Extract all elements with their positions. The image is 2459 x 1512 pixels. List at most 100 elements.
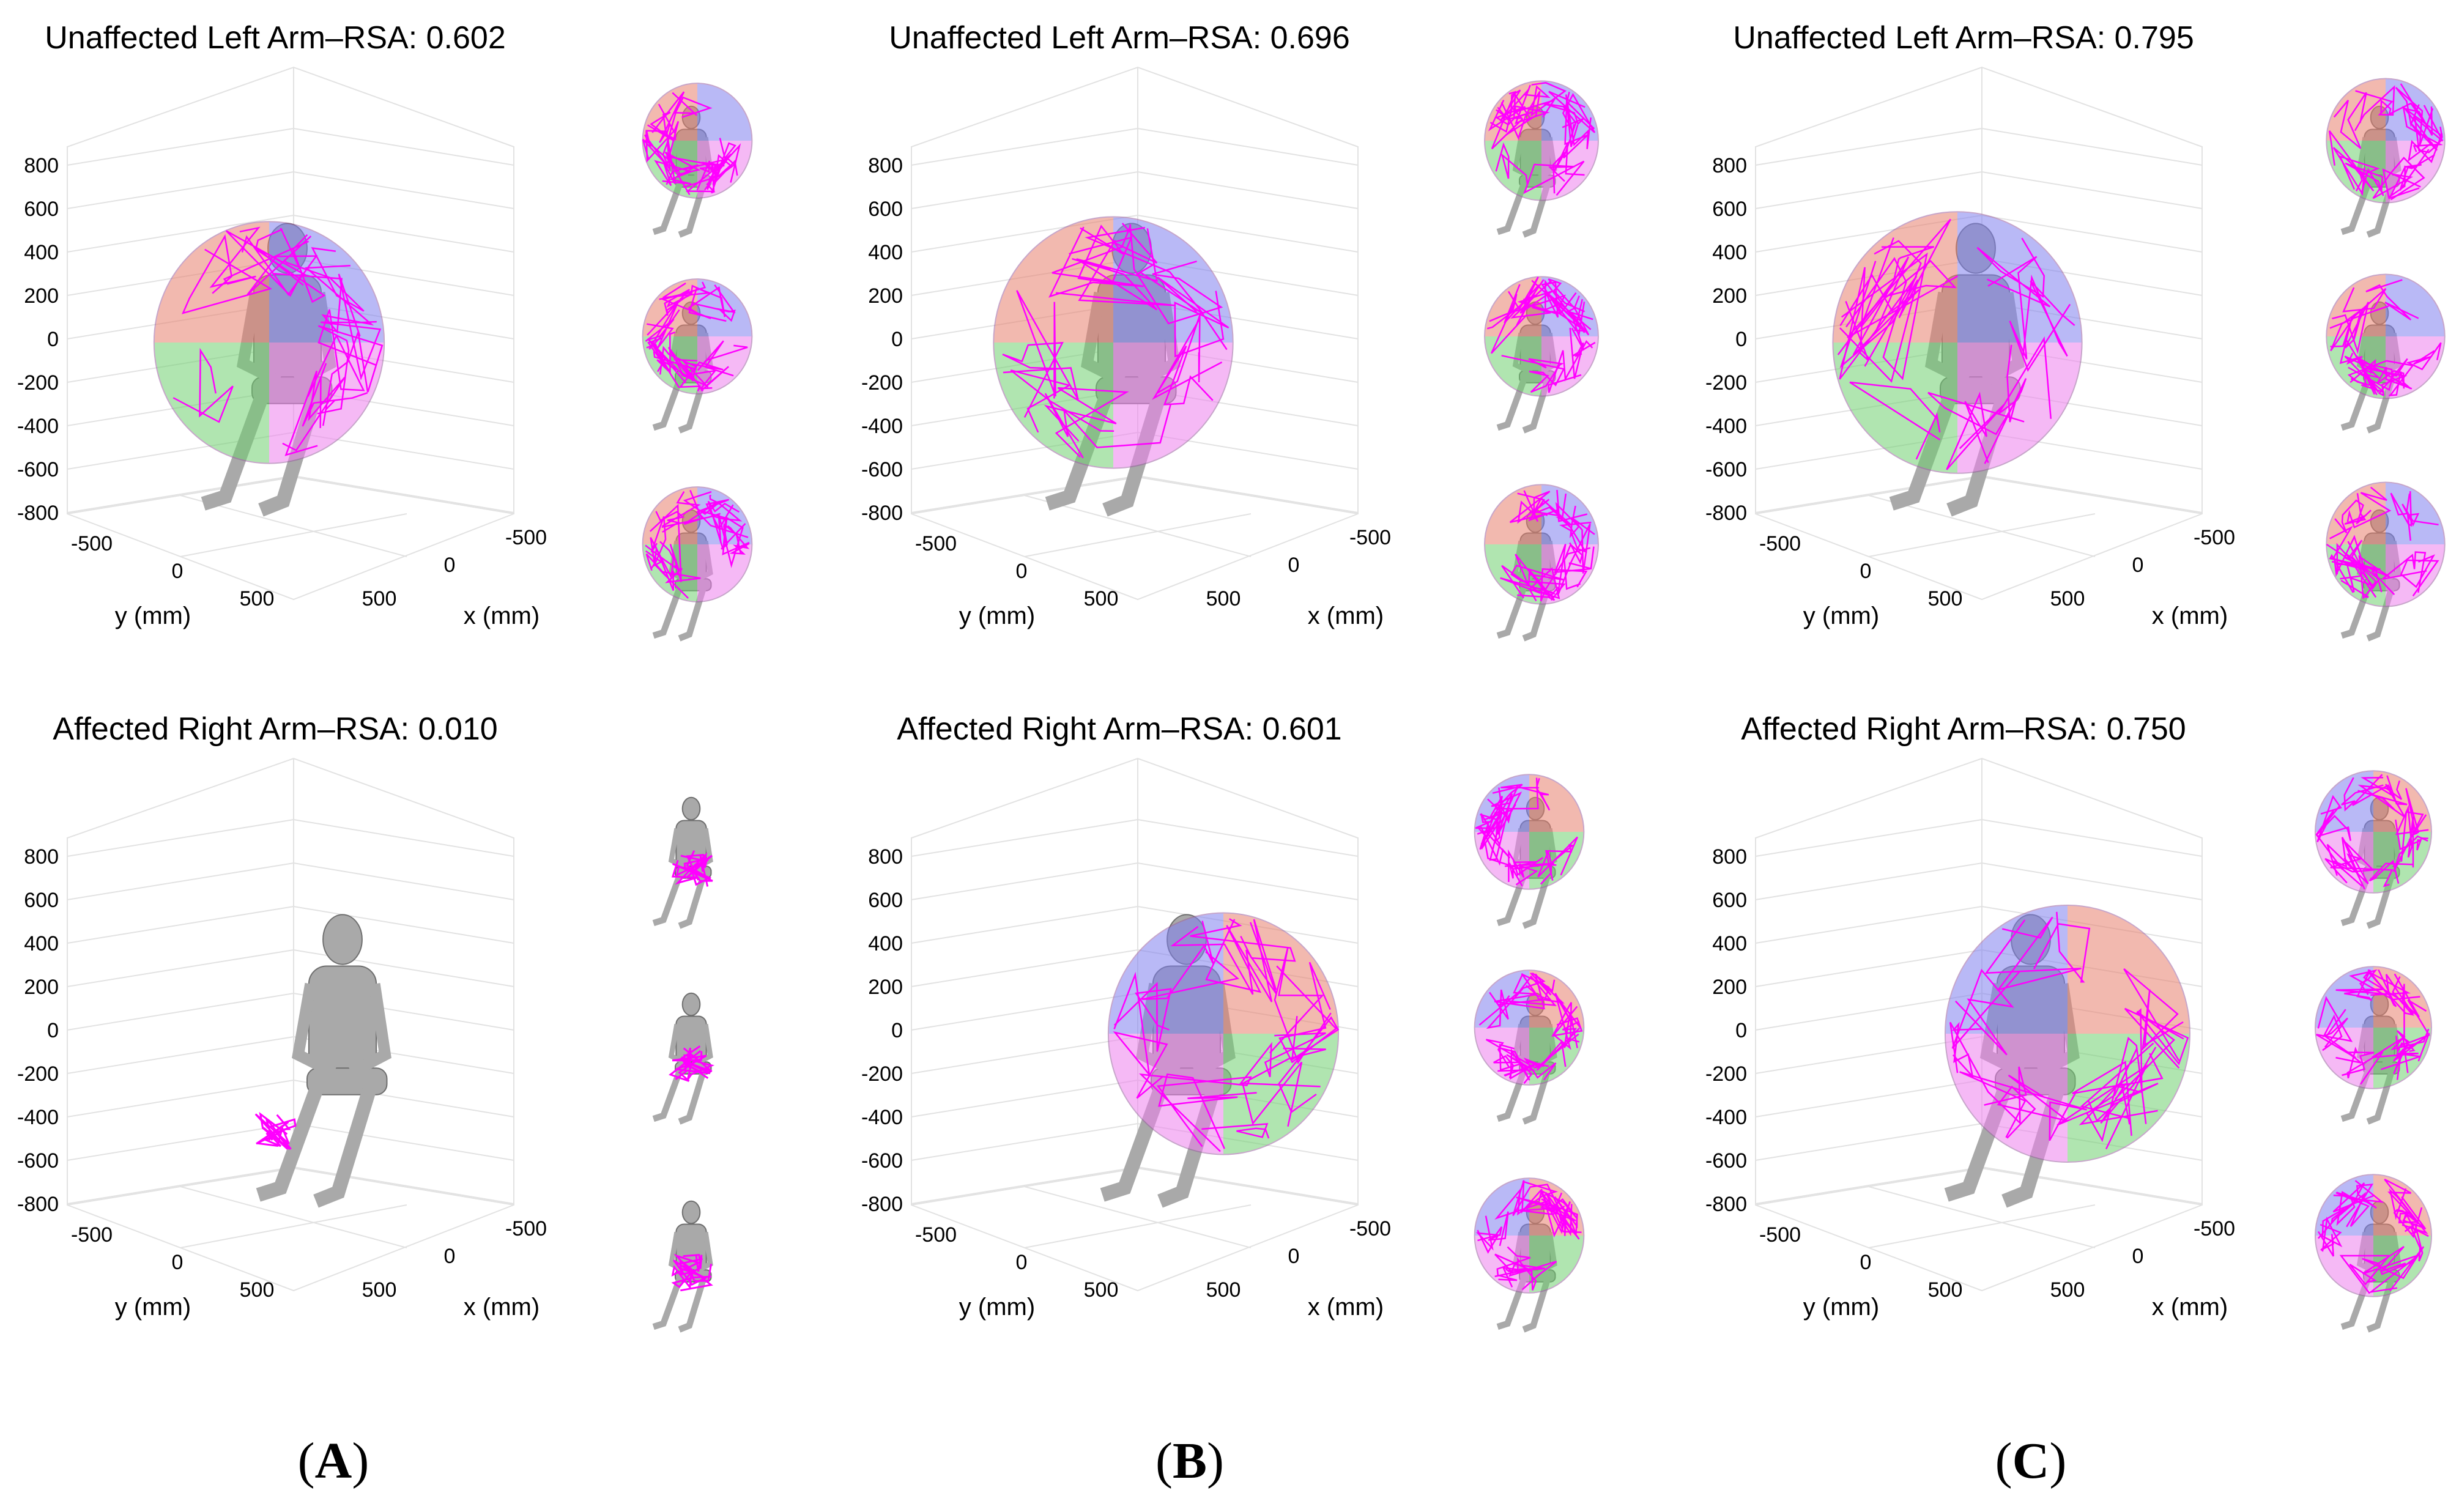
quadrant-blue-wedge: [2315, 966, 2373, 1028]
inset-side-view: [1474, 1177, 1585, 1333]
quadrant-green-wedge: [1223, 1034, 1339, 1155]
z-tick-label: 200: [24, 284, 59, 308]
quadrant-magenta-wedge: [1945, 1034, 2068, 1162]
quadrant-red-wedge: [2068, 905, 2190, 1034]
trajectory-lines: [1488, 82, 1596, 196]
z-tick-label: -200: [1705, 1062, 1747, 1086]
inset-front-view: [2315, 770, 2432, 929]
trajectory-lines: [1475, 777, 1578, 887]
z-tick-label: -200: [17, 1062, 59, 1086]
panel-C-top: Unaffected Left Arm–RSA: 0.795 800 600 400 2…: [1688, 12, 2459, 697]
column-label: (C): [1847, 1431, 2214, 1491]
x-tick-label: 500: [362, 1278, 397, 1302]
trajectory-lines: [1113, 918, 1340, 1152]
x-tick-label: 500: [2050, 587, 2085, 610]
quadrant-magenta-wedge: [1108, 1034, 1223, 1155]
z-tick-label: 800: [24, 154, 59, 177]
paren-close: ): [2049, 1432, 2067, 1489]
inset-front-view: [652, 796, 713, 929]
y-tick-label: 0: [172, 1251, 184, 1274]
trajectory-lines: [1478, 972, 1583, 1084]
z-tick-label: -600: [17, 458, 59, 481]
trajectory-lines: [172, 226, 384, 456]
y-tick-label: -500: [71, 1223, 113, 1247]
y-tick-label: -500: [915, 1223, 957, 1247]
paren-open: (: [1995, 1432, 2012, 1489]
inset-top-view: [652, 992, 715, 1125]
z-tick-label: 600: [24, 198, 59, 221]
plot-3d: 800 600 400 200 0 -200 -400 -600 -800 -500 0 500 -50…: [17, 66, 753, 642]
y-tick-label: 500: [1928, 587, 1963, 610]
inset-top-view: [642, 278, 753, 434]
workspace-sphere: [1474, 1177, 1585, 1294]
quadrant-green-wedge: [1529, 1236, 1584, 1293]
x-tick-label: 0: [2132, 554, 2144, 577]
inset-front-view: [1474, 774, 1585, 929]
quadrant-green-wedge: [154, 343, 269, 464]
main-view: [1100, 912, 1340, 1208]
z-tick-label: -400: [1705, 415, 1747, 438]
x-tick-label: 500: [362, 587, 397, 610]
y-tick-label: 0: [172, 560, 184, 583]
z-tick-label: 0: [47, 328, 59, 351]
quadrant-blue-wedge: [1541, 276, 1598, 336]
z-tick-label: -800: [17, 502, 59, 525]
mannequin: [256, 914, 391, 1208]
quadrant-red-wedge: [993, 217, 1113, 343]
quadrant-blue-wedge: [269, 221, 385, 343]
inset-side-view: [2315, 1174, 2432, 1333]
z-tick-label: -600: [17, 1149, 59, 1173]
quadrant-magenta-wedge: [2386, 544, 2445, 607]
trajectory-lines: [645, 490, 750, 599]
x-axis-label: x (mm): [464, 602, 540, 629]
z-tick-label: 600: [1712, 198, 1747, 221]
trajectory-lines: [1002, 223, 1230, 459]
quadrant-magenta-wedge: [1957, 343, 2082, 473]
y-tick-label: 500: [240, 1278, 275, 1302]
panel-A-bottom: Affected Right Arm–RSA: 0.010 800 600 400 20…: [0, 703, 820, 1388]
z-tick-label: -800: [861, 502, 903, 525]
quadrant-blue-wedge: [2386, 274, 2445, 336]
grid: [67, 757, 514, 1292]
y-tick-label: 0: [1860, 560, 1872, 583]
main-view: [1832, 211, 2083, 517]
inset-side-view: [642, 486, 753, 642]
column-letter: C: [2012, 1432, 2050, 1489]
z-tick-label: -600: [1705, 1149, 1747, 1173]
x-axis-label: x (mm): [464, 1294, 540, 1321]
y-tick-label: -500: [1759, 1223, 1801, 1247]
z-tick-label: 600: [24, 889, 59, 912]
y-axis-label: y (mm): [115, 602, 191, 629]
quadrant-green-wedge: [1833, 343, 1957, 473]
plot-3d: 800 600 400 200 0 -200 -400 -600 -800 -500 0 500 -50…: [1705, 757, 2432, 1333]
y-tick-label: 0: [1860, 1251, 1872, 1274]
y-tick-label: 0: [1016, 1251, 1028, 1274]
x-tick-label: 0: [1288, 1245, 1300, 1268]
main-view: [254, 914, 391, 1208]
workspace-sphere: [1945, 905, 2190, 1163]
z-tick-label: -800: [1705, 1193, 1747, 1216]
quadrant-red-wedge: [2326, 482, 2386, 544]
workspace-sphere: [2326, 481, 2446, 607]
trajectory-lines: [671, 1253, 713, 1292]
plot-3d: 800 600 400 200 0 -200 -400 -600 -800 -500 0 500 -50…: [861, 757, 1585, 1333]
main-view: [153, 221, 385, 517]
y-tick-label: -500: [1759, 532, 1801, 555]
inset-front-view: [642, 83, 753, 238]
y-tick-label: -500: [71, 532, 113, 555]
trajectory-lines: [1475, 1180, 1582, 1291]
trajectory-lines: [2328, 83, 2444, 201]
paren-close: ): [352, 1432, 369, 1489]
inset-front-view: [1484, 80, 1599, 238]
main-view: [1944, 905, 2190, 1208]
y-tick-label: 500: [1084, 587, 1119, 610]
z-tick-label: 600: [868, 889, 903, 912]
quadrant-blue-wedge: [2315, 1174, 2373, 1236]
plot-3d: 800 600 400 200 0 -200 -400 -600 -800 -500 0 500 -50…: [861, 66, 1599, 642]
trajectory-lines: [2326, 486, 2439, 599]
trajectory-lines: [2317, 1178, 2429, 1294]
trajectory-lines: [1837, 218, 2075, 470]
quadrant-green-wedge: [2373, 832, 2431, 893]
panel-B-bottom: Affected Right Arm–RSA: 0.601 800 600 400 20…: [844, 703, 1664, 1388]
y-tick-label: 500: [1928, 1278, 1963, 1302]
